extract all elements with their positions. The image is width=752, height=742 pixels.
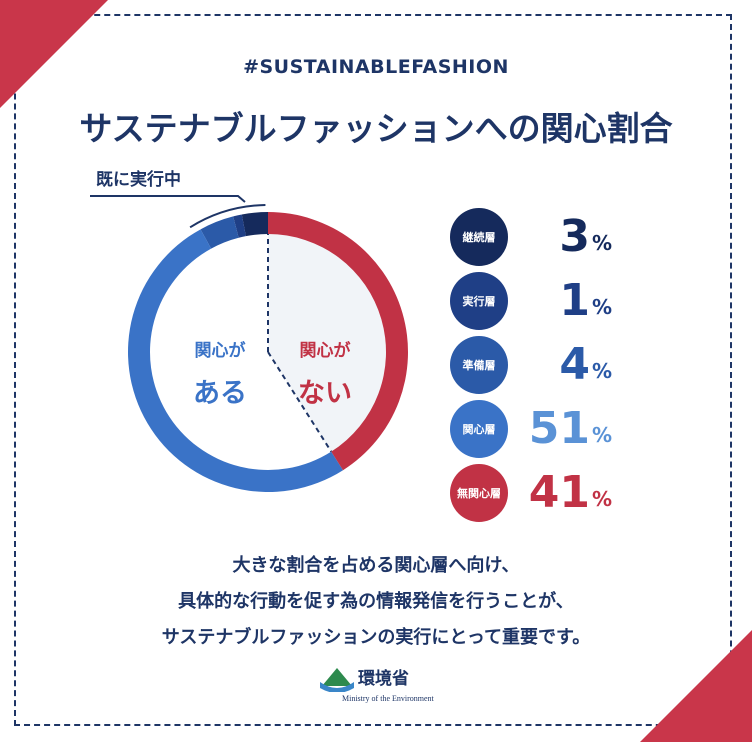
bottom-message-line: 具体的な行動を促す為の情報発信を行うことが、 [178,591,574,612]
legend-number: 3 [559,211,590,262]
not-interested-big-label: ない [298,378,352,409]
legend-number: 4 [559,339,590,390]
legend-value: 41% [529,464,612,522]
legend-value: 4% [559,336,612,394]
donut-segments [127,212,408,493]
legend-unit: % [591,359,612,383]
legend-dot: 準備層 [450,336,508,394]
interested-group-label: 関心が ある [175,336,265,410]
legend-dot: 継続層 [450,208,508,266]
page-title: サステナブルファッションへの関心割合 [79,109,673,148]
already-doing-label: 既に実行中 [96,170,181,190]
donut-segment-2 [233,214,246,238]
donut-segment-4 [127,229,344,493]
bottom-message: 大きな割合を占める関心層へ向け、 具体的な行動を促す為の情報発信を行うことが、 … [0,548,752,656]
legend-dot: 無関心層 [450,464,508,522]
callout-leader-line [90,195,246,203]
legend-value: 1% [559,272,612,330]
bottom-message-line: 大きな割合を占める関心層へ向け、 [232,555,520,576]
legend-item-continuing: 継続層 3% [450,208,630,266]
interested-small-label: 関心が [194,341,246,361]
not-interested-group-label: 関心が ない [280,336,370,410]
ministry-english-name: Ministry of the Environment [342,694,434,703]
legend-dot: 関心層 [450,400,508,458]
legend-unit: % [591,487,612,511]
hashtag: #SUSTAINABLEFASHION [243,56,509,78]
corner-decoration-bottom-right [640,630,752,742]
legend-unit: % [591,231,612,255]
corner-decoration-top-left [0,0,108,108]
legend-value: 3% [559,208,612,266]
dashed-frame [14,14,732,726]
interested-big-label: ある [193,378,247,409]
donut-segment-1 [241,212,268,237]
legend-unit: % [591,423,612,447]
callout-lines [90,195,266,229]
legend-item-acting: 実行層 1% [450,272,630,330]
legend-number: 51 [528,403,590,454]
donut-segment-5 [268,212,408,471]
ministry-name: 環境省 [358,669,409,689]
divider-line-bottom [267,351,333,453]
bottom-message-line: サステナブルファッションの実行にとって重要です。 [161,627,591,648]
not-interested-small-label: 関心が [299,341,351,361]
legend-item-interested: 関心層 51% [450,400,630,458]
ministry-logo: 環境省 Ministry of the Environment [318,664,448,710]
donut-segment-3 [200,216,239,249]
no-interest-wedge-fill [268,234,387,452]
legend-number: 1 [559,275,590,326]
legend-number: 41 [528,467,590,518]
legend-dot: 実行層 [450,272,508,330]
legend-item-preparing: 準備層 4% [450,336,630,394]
ministry-emblem-icon [320,668,354,692]
callout-bracket-arc [189,204,266,229]
legend-unit: % [591,295,612,319]
legend-item-uninterested: 無関心層 41% [450,464,630,522]
legend-value: 51% [529,400,612,458]
